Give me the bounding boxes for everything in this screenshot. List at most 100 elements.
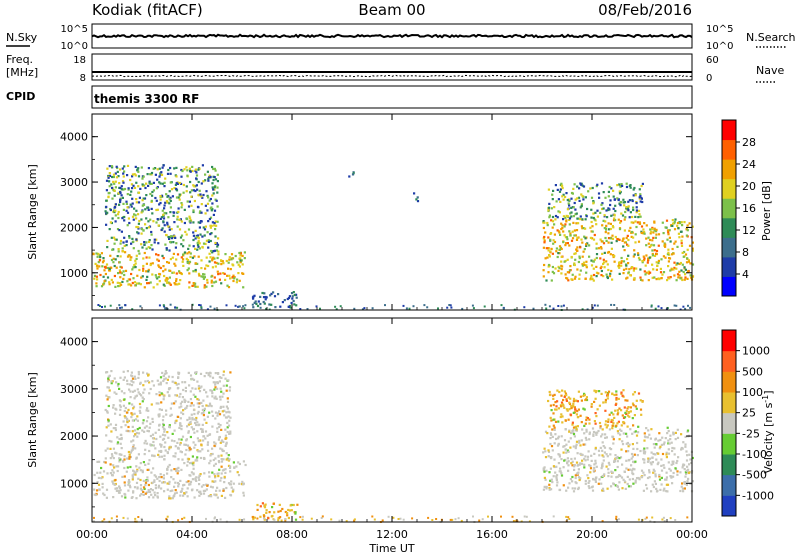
range-cell [660, 469, 664, 472]
range-cell [122, 370, 125, 373]
range-cell [189, 180, 192, 184]
range-cell [613, 255, 616, 258]
range-cell [614, 235, 617, 239]
range-cell [654, 307, 657, 310]
range-cell [238, 279, 241, 282]
range-cell [549, 232, 552, 235]
range-cell [105, 371, 108, 374]
range-cell [214, 457, 217, 460]
range-cell [212, 458, 215, 462]
range-cell [96, 460, 99, 463]
range-cell [353, 519, 356, 522]
range-cell [137, 167, 140, 170]
range-cell [147, 268, 150, 271]
range-cell [582, 185, 586, 188]
range-cell [190, 377, 193, 380]
range-cell [565, 408, 568, 411]
range-cell [632, 447, 635, 450]
range-cell [186, 217, 189, 221]
range-cell [653, 227, 656, 230]
range-cell [226, 397, 229, 400]
x-axis-label: Time UT [368, 542, 414, 554]
range-cell [168, 282, 171, 285]
range-cell [170, 439, 174, 442]
range-cell [184, 390, 187, 393]
range-cell [633, 267, 636, 270]
range-cell [209, 375, 212, 378]
range-cell [132, 266, 135, 269]
range-cell [119, 186, 122, 190]
range-cell [131, 268, 134, 271]
colorbar-tick-label: 24 [742, 158, 756, 171]
range-cell [192, 282, 195, 285]
range-cell [208, 252, 211, 255]
range-cell [166, 223, 169, 226]
range-cell [674, 218, 677, 221]
range-cell [632, 236, 635, 239]
range-cell [219, 398, 222, 401]
range-cell [631, 477, 634, 481]
range-cell [158, 391, 161, 394]
range-cell [189, 252, 192, 255]
range-cell [559, 200, 562, 203]
range-cell [273, 511, 276, 514]
range-cell [192, 245, 195, 248]
range-cell [640, 231, 643, 234]
range-cell [216, 256, 219, 260]
range-cell [206, 194, 209, 197]
range-cell [190, 189, 193, 192]
range-cell [633, 453, 636, 456]
range-cell [155, 437, 158, 441]
range-cell [549, 467, 552, 470]
range-cell [607, 222, 610, 225]
range-cell [219, 405, 223, 408]
range-cell [673, 453, 676, 456]
range-cell [219, 387, 222, 390]
freq-unit-label: [MHz] [6, 66, 38, 79]
range-cell [542, 488, 545, 491]
range-cell [614, 484, 617, 487]
range-cell [630, 457, 633, 460]
range-cell [590, 196, 594, 199]
range-cell [164, 434, 167, 437]
range-cell [689, 458, 692, 461]
range-cell [181, 400, 184, 403]
range-cell [200, 412, 203, 415]
range-cell [166, 391, 169, 394]
range-cell [257, 300, 260, 303]
range-cell [173, 492, 177, 495]
range-cell [277, 293, 280, 296]
range-cell [147, 282, 151, 285]
range-cell [149, 218, 152, 221]
x-tick-label: 16:00 [476, 528, 508, 541]
nsky-trace [91, 33, 693, 39]
range-cell [135, 257, 138, 260]
range-cell [172, 455, 175, 458]
range-cell [610, 485, 613, 488]
range-cell [168, 190, 171, 193]
range-cell [574, 425, 577, 428]
range-cell [133, 397, 136, 400]
range-cell [151, 212, 154, 215]
range-cell [268, 303, 271, 306]
range-cell [215, 199, 218, 202]
range-cell [647, 242, 650, 245]
range-cell [689, 262, 692, 265]
range-cell [184, 381, 187, 384]
range-cell [653, 249, 656, 252]
range-cell [616, 430, 619, 433]
range-cell [169, 269, 172, 272]
range-cell [108, 283, 111, 286]
range-cell [607, 250, 611, 254]
range-cell [563, 406, 566, 409]
range-cell [671, 449, 674, 453]
range-cell [203, 409, 206, 412]
range-cell [114, 428, 117, 432]
range-cell [163, 378, 166, 381]
range-cell [288, 295, 291, 298]
range-cell [128, 278, 132, 281]
range-cell [204, 179, 207, 182]
range-cell [655, 228, 658, 231]
range-cell [143, 388, 146, 391]
range-cell [553, 458, 556, 461]
